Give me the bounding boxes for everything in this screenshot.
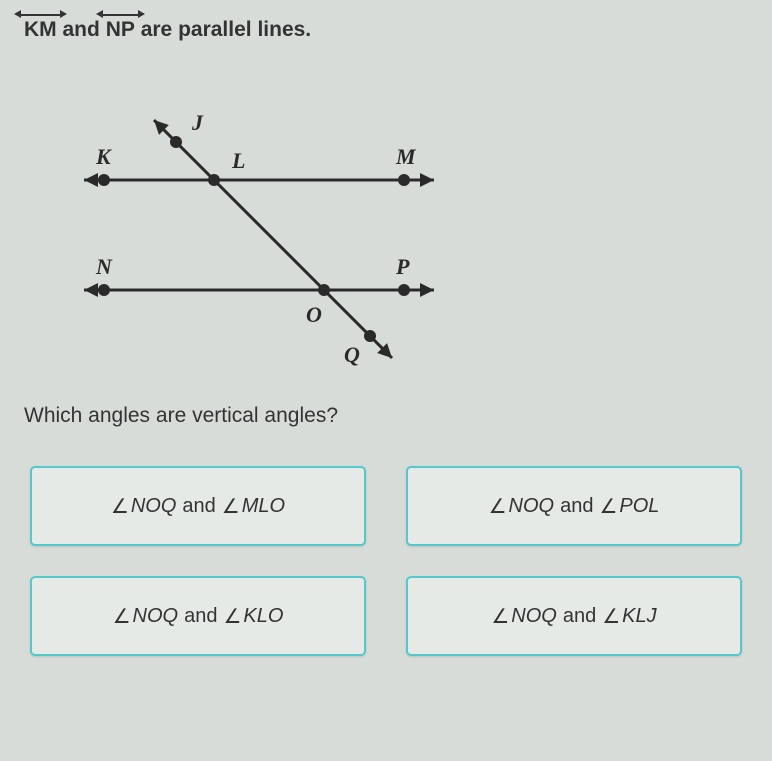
angle-icon: ∠: [113, 604, 131, 629]
prompt-line: KM and NP are parallel lines.: [24, 18, 748, 42]
svg-text:O: O: [306, 302, 322, 327]
diagram-svg: K L M N O P J Q: [44, 60, 474, 390]
angle-icon: ∠: [111, 494, 129, 519]
option-b[interactable]: ∠NOQ and ∠POL: [406, 466, 742, 546]
option-d[interactable]: ∠NOQ and ∠KLJ: [406, 576, 742, 656]
line-km: KM: [24, 18, 57, 42]
question-text: Which angles are vertical angles?: [24, 404, 748, 428]
and-word: and: [560, 495, 593, 518]
angle-icon: ∠: [491, 604, 509, 629]
geometry-diagram: K L M N O P J Q: [44, 60, 474, 390]
angle-icon: ∠: [602, 604, 620, 629]
svg-text:J: J: [191, 110, 204, 135]
option-c-angle2: KLO: [243, 605, 283, 628]
option-d-angle1: NOQ: [511, 605, 557, 628]
line-np: NP: [106, 18, 135, 42]
angle-icon: ∠: [599, 494, 617, 519]
angle-icon: ∠: [489, 494, 507, 519]
and-word: and: [182, 495, 215, 518]
svg-text:N: N: [95, 254, 113, 279]
and-word: and: [184, 605, 217, 628]
option-b-angle2: POL: [619, 495, 659, 518]
answer-options: ∠NOQ and ∠MLO ∠NOQ and ∠POL ∠NOQ and ∠KL…: [24, 466, 748, 656]
option-b-angle1: NOQ: [509, 495, 555, 518]
svg-text:L: L: [231, 148, 245, 173]
angle-icon: ∠: [223, 604, 241, 629]
option-c[interactable]: ∠NOQ and ∠KLO: [30, 576, 366, 656]
option-a-angle1: NOQ: [131, 495, 177, 518]
angle-icon: ∠: [222, 494, 240, 519]
prompt-and: and: [57, 18, 106, 41]
prompt-tail: are parallel lines.: [135, 18, 311, 41]
line-km-text: KM: [24, 18, 57, 41]
svg-text:K: K: [95, 144, 112, 169]
svg-text:Q: Q: [344, 342, 360, 367]
option-d-angle2: KLJ: [622, 605, 656, 628]
line-np-text: NP: [106, 18, 135, 41]
svg-text:P: P: [395, 254, 410, 279]
option-a-angle2: MLO: [242, 495, 285, 518]
svg-text:M: M: [395, 144, 417, 169]
option-a[interactable]: ∠NOQ and ∠MLO: [30, 466, 366, 546]
and-word: and: [563, 605, 596, 628]
option-c-angle1: NOQ: [133, 605, 179, 628]
